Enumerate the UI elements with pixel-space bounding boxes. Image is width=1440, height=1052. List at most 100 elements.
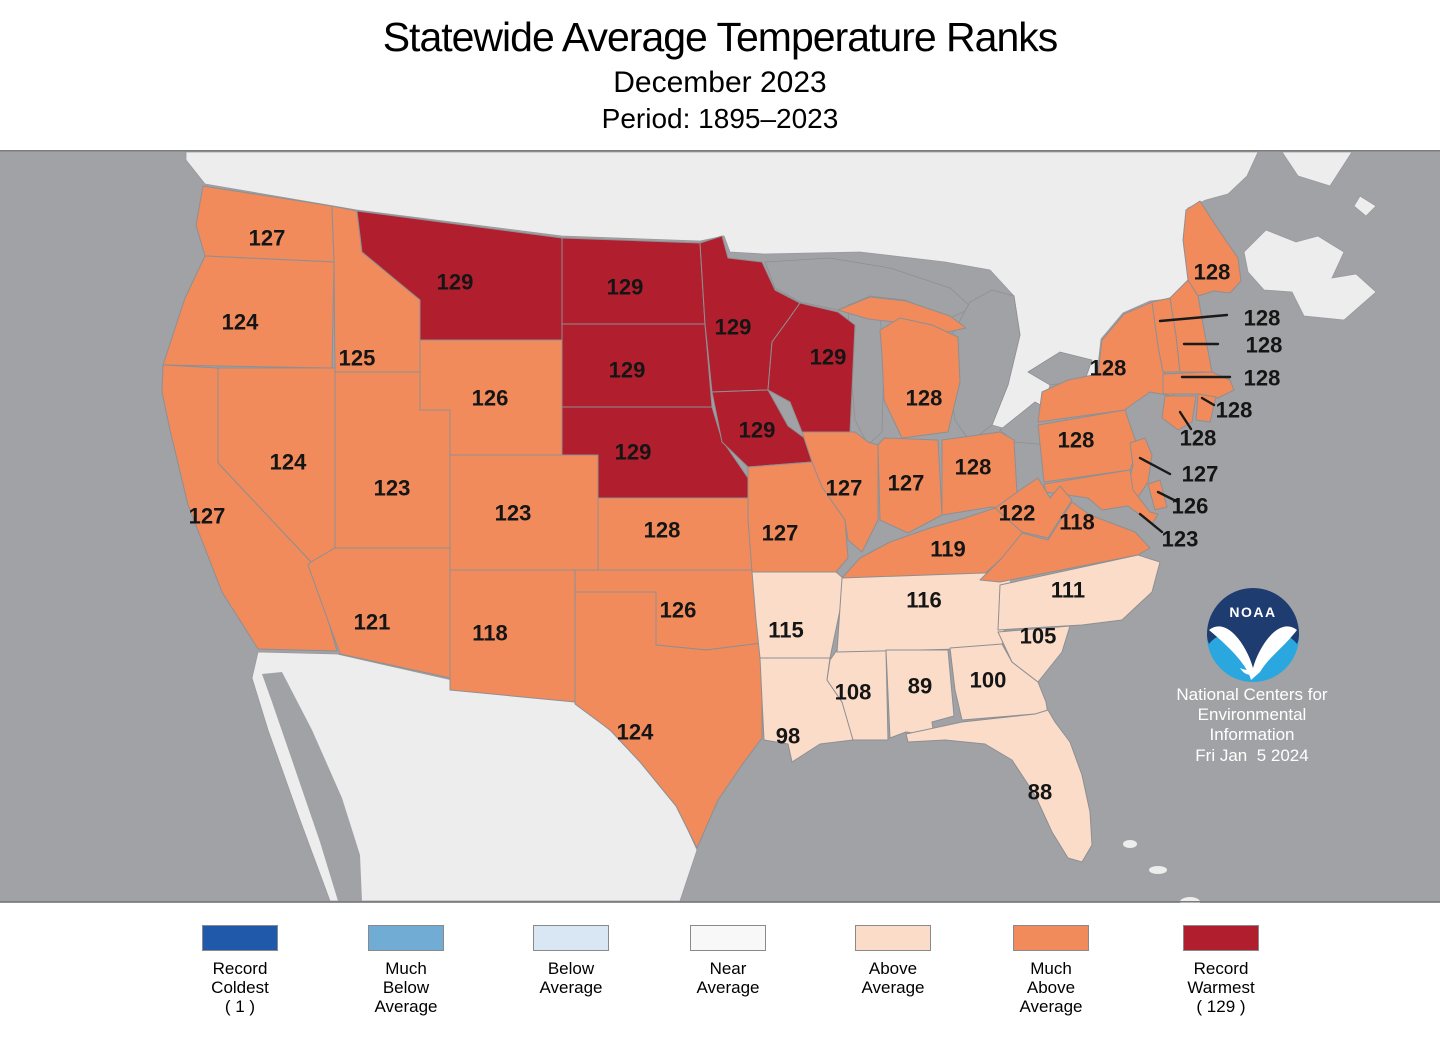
legend-label-line: Above [1026,978,1076,997]
legend-label-record-coldest: Record Coldest ( 1 ) [175,959,305,1016]
noaa-caption-line-2: Environmental [1198,705,1307,724]
maritimes-landmass [1243,229,1377,321]
rank-label-az: 121 [354,610,391,635]
state-michigan [879,317,961,439]
gaspe-landmass [1281,151,1353,187]
rank-label-ks: 128 [644,518,681,543]
legend-swatch-much-below [368,925,444,951]
rank-label-mt: 129 [437,270,474,295]
legend-label-line: Below [547,959,595,978]
rank-label-nj: 127 [1182,462,1219,487]
rank-label-il: 127 [826,476,863,501]
rank-label-ok: 126 [660,598,697,623]
rank-label-ct: 128 [1180,426,1217,451]
lake-ontario [1027,351,1093,386]
noaa-caption-line-3: Information [1209,725,1294,744]
legend-swatch-near [690,925,766,951]
rank-label-nh: 128 [1246,333,1283,358]
rank-label-pa: 128 [1058,428,1095,453]
noaa-logo-text: NOAA [1229,604,1276,620]
rank-label-va: 118 [1059,510,1095,535]
rank-label-id: 125 [339,346,376,371]
state-florida [905,709,1093,863]
state-arkansas [751,571,844,659]
legend-swatch-record-warmest [1183,925,1259,951]
rank-label-wi: 129 [810,345,847,370]
rank-label-ri: 128 [1216,398,1253,423]
rank-label-vt: 128 [1244,306,1281,331]
state-wisconsin [767,302,856,433]
rank-label-co: 123 [495,501,532,526]
callout-line-nj [1138,456,1172,476]
map-frame-top [0,150,1440,152]
state-delaware [1147,479,1168,511]
state-massachusetts [1162,371,1235,399]
legend-swatch-above [855,925,931,951]
rank-label-wy: 126 [472,386,509,411]
callout-line-vt [1158,313,1229,323]
legend-label-line: Near [709,959,747,978]
rank-label-nc: 111 [1051,578,1085,603]
legend-label-line: Record [212,959,268,978]
gulf-of-california [262,672,362,901]
rank-label-ar: 115 [768,618,804,643]
noaa-seagull-icon [1209,626,1297,680]
callout-line-md [1138,512,1164,534]
state-new-mexico [449,569,576,703]
callout-line-de [1156,490,1180,504]
noaa-logo-dark-half [1207,588,1299,672]
legend-label-line: Below [382,978,430,997]
title-block: Statewide Average Temperature Ranks Dece… [0,0,1440,150]
legend-label-line: ( 129 ) [1196,997,1246,1016]
rank-label-tx: 124 [617,720,654,745]
rank-label-wa: 127 [249,226,286,251]
callout-line-ct [1178,410,1193,431]
legend-label-line: Warmest [1187,978,1255,997]
rank-label-in: 127 [888,471,925,496]
legend-item-much-above: Much Above Average [986,925,1116,1016]
map-frame-bottom [0,901,1440,903]
state-georgia [949,643,1049,721]
state-oregon [162,255,335,369]
rank-label-wv: 122 [999,501,1036,526]
rank-label-ms: 108 [835,680,872,705]
noaa-logo: NOAA [1207,588,1299,682]
legend-item-above: Above Average [828,925,958,997]
rank-label-me: 128 [1194,260,1231,285]
rank-label-or: 124 [222,310,259,335]
state-texas [574,591,773,849]
rank-label-ny: 128 [1090,356,1127,381]
legend-label-line: Record [1193,959,1249,978]
legend-label-much-below: Much Below Average [341,959,471,1016]
state-rhode-island [1195,393,1217,423]
rank-label-de: 126 [1172,494,1209,519]
rank-label-ca: 127 [189,504,226,529]
legend-item-below: Below Average [506,925,636,997]
state-new-jersey [1127,437,1153,501]
state-north-carolina [997,554,1161,631]
legend-item-near: Near Average [663,925,793,997]
rank-label-ma: 128 [1244,366,1281,391]
rank-label-nv: 124 [270,450,307,475]
legend-label-above: Above Average [828,959,958,997]
legend-label-line: Average [696,978,760,997]
state-west-virginia [994,477,1073,539]
legend-label-line: Above [868,959,918,978]
legend-label-much-above: Much Above Average [986,959,1116,1016]
page-period: Period: 1895–2023 [601,103,839,134]
legend-label-line: Much [385,959,427,978]
legend-label-line: Average [539,978,603,997]
island [1123,840,1137,848]
noaa-caption-date: Fri Jan 5 2024 [1195,746,1308,765]
rank-label-nd: 129 [607,275,644,300]
state-virginia [979,501,1151,583]
legend-label-below: Below Average [506,959,636,997]
legend-label-record-warmest: Record Warmest ( 129 ) [1156,959,1286,1016]
state-south-carolina [997,625,1071,683]
island-blob [1353,195,1377,217]
legend-item-record-coldest: Record Coldest ( 1 ) [175,925,305,1016]
legend: Record Coldest ( 1 ) Much Below Average … [0,903,1440,1052]
rank-label-sd: 129 [609,358,646,383]
rank-label-mo: 127 [762,521,799,546]
legend-label-line: Average [374,997,438,1016]
